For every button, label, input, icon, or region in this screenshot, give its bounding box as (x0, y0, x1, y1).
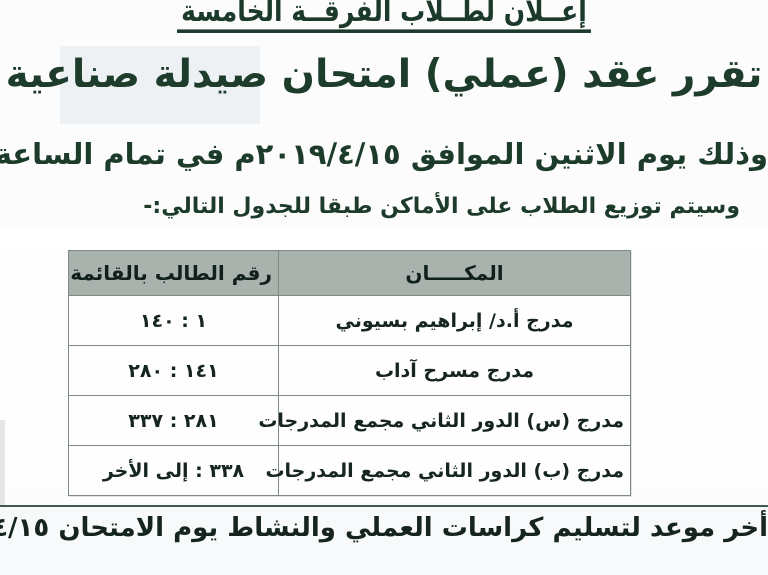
exam-date-line: وذلك يوم الاثنين الموافق ٢٠١٩/٤/١٥م في ت… (0, 137, 768, 171)
footer-deadline-text: أخر موعد لتسليم كراسات العملي والنشاط يو… (0, 513, 768, 543)
cell-place: مدرج مسرح آداب (278, 345, 631, 396)
table-body: مدرج أ.د/ إبراهيم بسيوني ١ : ١٤٠ مدرج مس… (68, 295, 631, 496)
page-title: تقرر عقد (عملي) امتحان صيدلة صناعية (5, 52, 763, 97)
announcement-header-text: إعــلان لطــلاب الفرقــة الخامسة (177, 0, 591, 34)
cell-student-number: ١٤١ : ٢٨٠ (68, 345, 279, 396)
cell-place: مدرج أ.د/ إبراهيم بسيوني (278, 295, 631, 346)
cell-student-number: ٢٨١ : ٣٣٧ (68, 395, 279, 446)
table-row: مدرج أ.د/ إبراهيم بسيوني ١ : ١٤٠ (68, 295, 631, 346)
distribution-note-line: وسيتم توزيع الطلاب على الأماكن طبقا للجد… (143, 194, 740, 219)
cell-student-number: ١ : ١٤٠ (68, 295, 279, 346)
scan-edge-artifact (0, 420, 5, 515)
cell-place: مدرج (ب) الدور الثاني مجمع المدرجات (265, 445, 631, 496)
cell-place: مدرج (س) الدور الثاني مجمع المدرجات (258, 395, 631, 446)
announcement-header: إعــلان لطــلاب الفرقــة الخامسة (0, 0, 768, 34)
seating-table-container: المكـــــان رقم الطالب بالقائمة مدرج أ.د… (68, 250, 631, 496)
seating-table: المكـــــان رقم الطالب بالقائمة مدرج أ.د… (68, 250, 631, 496)
column-header-student-number: رقم الطالب بالقائمة (68, 250, 279, 296)
cell-student-number: ٣٣٨ : إلى الأخر (68, 445, 279, 496)
table-header-row: المكـــــان رقم الطالب بالقائمة (68, 250, 631, 296)
footer-divider (0, 505, 768, 507)
table-row: مدرج (ب) الدور الثاني مجمع المدرجات ٣٣٨ … (68, 445, 631, 496)
table-row: مدرج مسرح آداب ١٤١ : ٢٨٠ (68, 345, 631, 396)
table-head: المكـــــان رقم الطالب بالقائمة (68, 250, 631, 296)
column-header-place: المكـــــان (278, 250, 631, 296)
table-row: مدرج (س) الدور الثاني مجمع المدرجات ٢٨١ … (68, 395, 631, 446)
footer-band (0, 507, 768, 575)
